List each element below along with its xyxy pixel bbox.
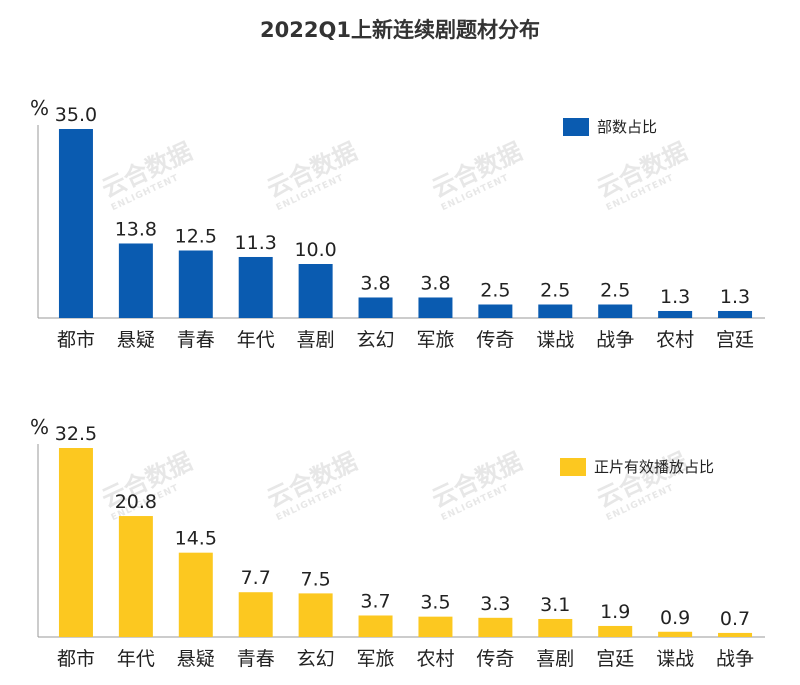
category-tick-label: 青春 [177, 329, 215, 351]
bar [58, 129, 93, 318]
bar [658, 631, 693, 637]
category-tick-label: 谍战 [536, 329, 574, 351]
y-axis-label: % [30, 415, 49, 439]
bar [118, 516, 153, 637]
bar [598, 304, 633, 318]
category-tick-label: 战争 [596, 329, 634, 351]
category-tick-label: 喜剧 [297, 329, 335, 351]
data-label: 14.5 [175, 528, 217, 550]
bar [118, 243, 153, 318]
legend-label: 正片有效播放占比 [594, 458, 714, 476]
bar [718, 310, 753, 318]
bar-chart-play-share: % 正片有效播放占比 32.5 都市 20.8 年代 14.5 悬疑 7.7 青春 7.5 玄幻 3.7… [30, 415, 765, 670]
category-tick-label: 悬疑 [177, 648, 215, 670]
data-label: 1.3 [720, 286, 750, 308]
category-tick-label: 战争 [716, 648, 754, 670]
data-label: 2.5 [480, 280, 510, 302]
data-label: 35.0 [55, 104, 97, 126]
bar [238, 592, 273, 637]
category-tick-label: 传奇 [476, 329, 514, 351]
data-label: 0.7 [720, 608, 750, 630]
bar [598, 625, 633, 637]
y-axis-label: % [30, 96, 49, 120]
legend-swatch [560, 458, 586, 476]
data-label: 2.5 [600, 280, 630, 302]
data-label: 32.5 [55, 423, 97, 445]
bar [298, 593, 333, 637]
category-tick-label: 农村 [416, 648, 454, 670]
bar [658, 310, 693, 318]
data-label: 3.7 [360, 590, 390, 612]
category-tick-label: 玄幻 [297, 648, 335, 670]
data-label: 3.1 [540, 594, 570, 616]
category-tick-label: 都市 [57, 648, 95, 670]
bar [538, 304, 573, 318]
category-tick-label: 传奇 [476, 648, 514, 670]
data-label: 1.3 [660, 286, 690, 308]
bar [478, 304, 513, 318]
category-tick-label: 宫廷 [596, 648, 634, 670]
bar [718, 632, 753, 637]
bar-chart-episode-share: % 部数占比 35.0 都市 13.8 悬疑 12.5 青春 11.3 年代 10.0 喜剧 3.8 玄幻… [30, 96, 765, 351]
category-tick-label: 悬疑 [117, 329, 155, 351]
category-tick-label: 喜剧 [536, 648, 574, 670]
data-label: 3.3 [480, 593, 510, 615]
data-label: 3.8 [420, 272, 450, 294]
bar [538, 618, 573, 637]
bar [238, 256, 273, 318]
legend-swatch [563, 118, 589, 136]
bar [178, 552, 213, 637]
bar [418, 297, 453, 318]
bar [358, 615, 393, 637]
bar [478, 617, 513, 637]
data-label: 3.5 [420, 592, 450, 614]
bar [418, 616, 453, 637]
bar [178, 250, 213, 318]
data-label: 20.8 [115, 491, 157, 513]
data-label: 12.5 [175, 226, 217, 248]
category-tick-label: 谍战 [656, 648, 694, 670]
category-tick-label: 青春 [237, 648, 275, 670]
category-tick-label: 宫廷 [716, 329, 754, 351]
data-label: 3.8 [360, 272, 390, 294]
data-label: 2.5 [540, 280, 570, 302]
category-tick-label: 都市 [57, 329, 95, 351]
category-tick-label: 军旅 [416, 329, 454, 351]
bar [358, 297, 393, 318]
data-label: 7.5 [301, 568, 331, 590]
data-label: 1.9 [600, 601, 630, 623]
category-tick-label: 年代 [117, 648, 155, 670]
data-label: 10.0 [294, 239, 336, 261]
chart-title: 2022Q1上新连续剧题材分布 [260, 18, 540, 42]
bar [298, 264, 333, 318]
category-tick-label: 玄幻 [357, 329, 395, 351]
bar [58, 448, 93, 637]
legend-label: 部数占比 [597, 118, 657, 136]
data-label: 7.7 [241, 567, 271, 589]
category-tick-label: 军旅 [357, 648, 395, 670]
data-label: 13.8 [115, 218, 157, 240]
category-tick-label: 农村 [656, 329, 694, 351]
category-tick-label: 年代 [237, 329, 275, 351]
data-label: 0.9 [660, 607, 690, 629]
data-label: 11.3 [235, 232, 277, 254]
